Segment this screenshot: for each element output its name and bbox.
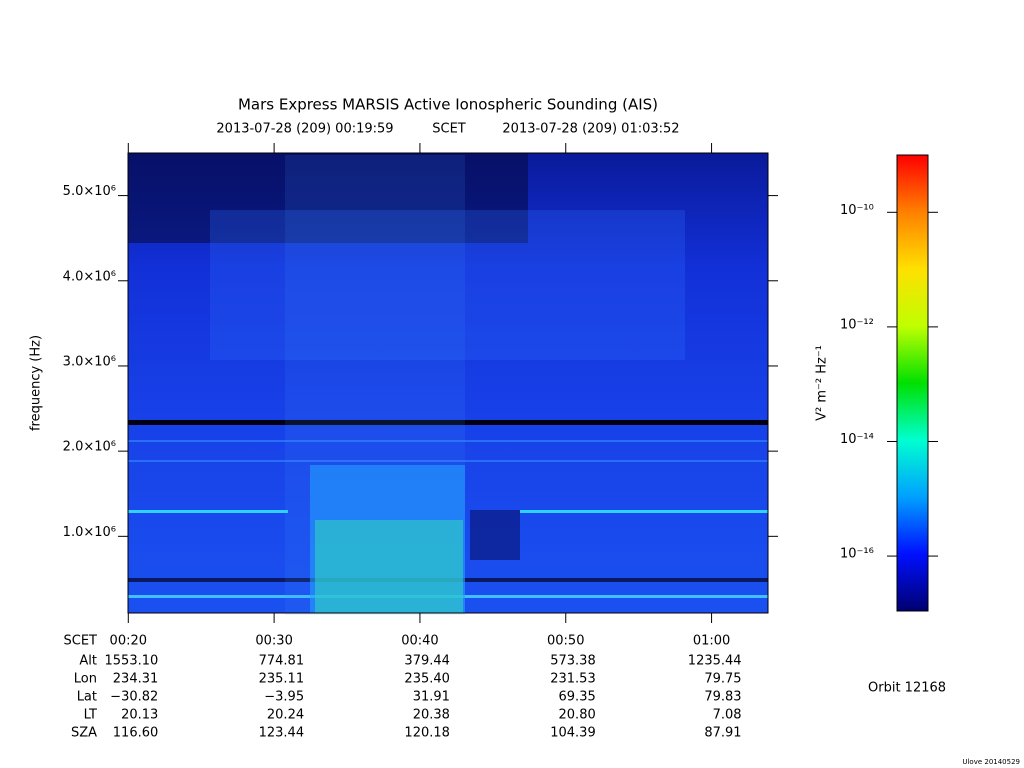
ephemeris-value: 123.44: [259, 726, 305, 741]
chart-title: Mars Express MARSIS Active Ionospheric S…: [238, 96, 658, 114]
ephemeris-value: −30.82: [110, 690, 158, 705]
ephemeris-value: 774.81: [259, 654, 305, 669]
ephemeris-value: 234.31: [113, 672, 159, 687]
colorbar-tick-label: 10⁻¹²: [840, 317, 874, 332]
ephemeris-value: 120.18: [404, 726, 450, 741]
ephemeris-label: Lat: [77, 690, 97, 705]
y-axis-label: frequency (Hz): [29, 335, 44, 431]
colorbar-tick-label: 10⁻¹⁰: [840, 203, 874, 218]
ephemeris-value: 231.53: [550, 672, 596, 687]
ephemeris-value: 379.44: [404, 654, 450, 669]
ephemeris-value: 1553.10: [105, 654, 159, 669]
y-tick-label: 5.0×10⁶: [63, 184, 116, 199]
ephemeris-value: 1235.44: [688, 654, 742, 669]
orbit: Orbit 12168: [868, 681, 946, 696]
ephemeris-value: 20.80: [559, 708, 596, 723]
ephemeris-value: 235.40: [404, 672, 450, 687]
ephemeris-value: 7.08: [713, 708, 742, 723]
colorbar-tick-label: 10⁻¹⁴: [840, 432, 874, 447]
ephemeris-label: Lon: [74, 672, 97, 687]
ephemeris-value: 87.91: [704, 726, 741, 741]
ephemeris-label: SZA: [71, 726, 97, 741]
subtitle-scale: SCET: [432, 122, 466, 137]
ephemeris-value: 69.35: [559, 690, 596, 705]
x-tick-label: 00:20: [110, 634, 147, 649]
x-tick-label: 00:40: [401, 634, 438, 649]
x-tick-label: 00:30: [255, 634, 292, 649]
x-tick-label: 00:50: [547, 634, 584, 649]
colorbar: [896, 154, 929, 612]
ephemeris-value: 235.11: [259, 672, 305, 687]
colorbar-label: V² m⁻² Hz⁻¹: [815, 345, 830, 421]
ephemeris-value: 104.39: [550, 726, 596, 741]
ephemeris-value: 79.83: [704, 690, 741, 705]
ephemeris-value: −3.95: [264, 690, 304, 705]
subtitle-start: 2013-07-28 (209) 00:19:59: [216, 122, 393, 137]
y-tick-label: 3.0×10⁶: [63, 354, 116, 369]
ephemeris-value: 20.24: [267, 708, 304, 723]
ephemeris-value: 31.91: [413, 690, 450, 705]
ephemeris-label: Alt: [79, 654, 97, 669]
ephemeris-value: 116.60: [113, 726, 159, 741]
ephemeris-value: 20.38: [413, 708, 450, 723]
x-tick-label: 01:00: [693, 634, 730, 649]
colorbar-tick-label: 10⁻¹⁶: [840, 547, 874, 562]
y-tick-label: 1.0×10⁶: [63, 525, 116, 540]
ephemeris-value: 20.13: [121, 708, 158, 723]
footer: Ulove 20140529: [962, 758, 1020, 766]
ephemeris-value: 79.75: [704, 672, 741, 687]
y-tick-label: 2.0×10⁶: [63, 440, 116, 455]
ephemeris-label: LT: [84, 708, 97, 723]
y-tick-label: 4.0×10⁶: [63, 269, 116, 284]
spectrogram: [128, 153, 768, 615]
x-axis-label: SCET: [64, 634, 98, 649]
plot-frame: [127, 152, 769, 614]
subtitle-end: 2013-07-28 (209) 01:03:52: [502, 122, 679, 137]
ephemeris-value: 573.38: [550, 654, 596, 669]
